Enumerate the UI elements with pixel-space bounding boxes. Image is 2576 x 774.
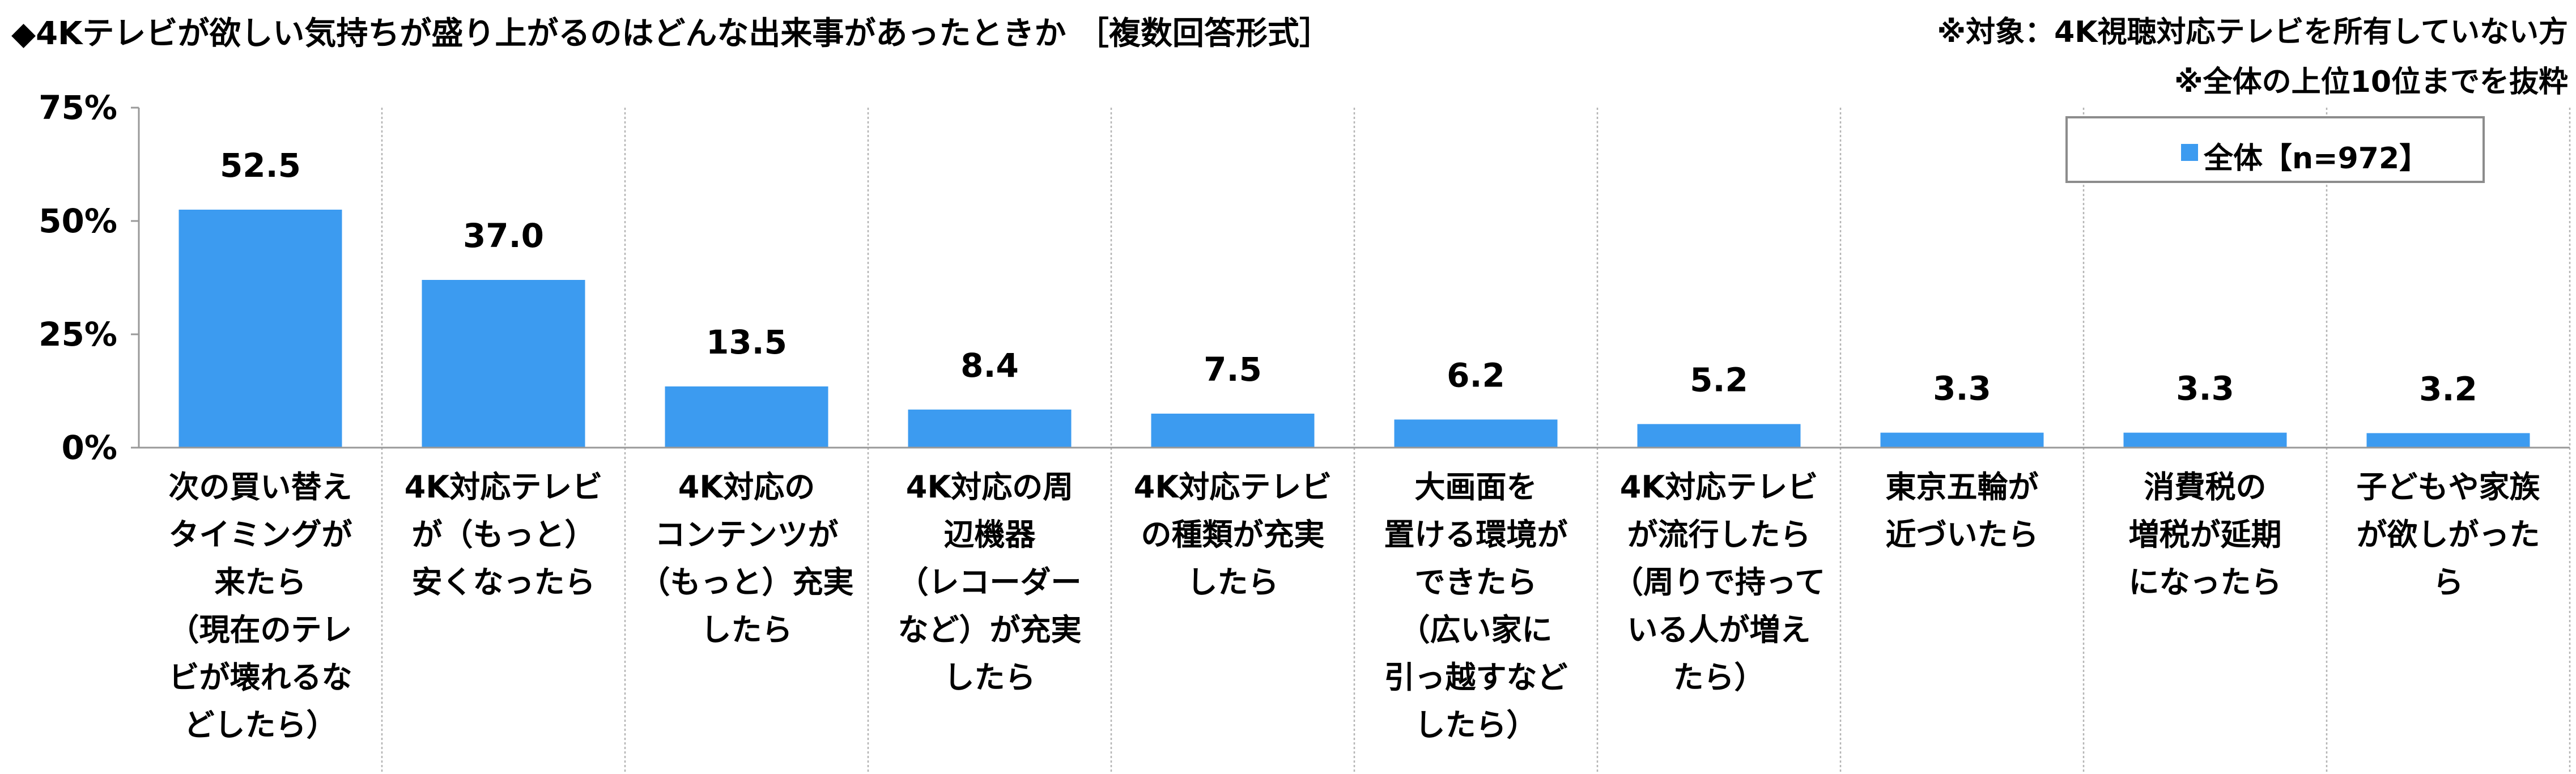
bar [178,210,342,448]
x-tick-label: 次の買い替え タイミングが 来たら （現在のテレ ビが壊れるな どしたら） [168,469,352,743]
bar [1880,432,2044,448]
data-label: 5.2 [1690,360,1748,399]
data-label: 6.2 [1447,356,1505,394]
data-label: 3.3 [1933,369,1991,408]
data-label: 3.3 [2176,369,2234,408]
y-tick-label: 75% [39,88,117,127]
y-tick-label: 0% [62,428,117,467]
excerpt-note: ※全体の上位10位までを抜粋 [2174,65,2568,99]
legend: 全体【n=972】 [2065,116,2485,183]
x-tick-label: 4K対応の コンテンツが （もっと）充実 したら [639,469,854,648]
bar [1151,414,1315,448]
legend-label: 全体【n=972】 [2204,142,2429,176]
chart-title: ◆4Kテレビが欲しい気持ちが盛り上がるのはどんな出来事があったときか ［複数回答… [11,15,1331,52]
y-tick-label: 25% [39,315,117,354]
target-note: ※対象：4K視聴対応テレビを所有していない方 [1937,15,2568,49]
bar [1637,424,1801,448]
x-tick-label: 4K対応テレビ が流行したら （周りで持って いる人が増え たら） [1612,469,1826,695]
data-label: 7.5 [1204,350,1262,389]
data-label: 52.5 [220,146,301,185]
x-tick-label: 子どもや家族 が欲しがった ら [2356,469,2540,600]
bar [1394,419,1558,448]
x-tick-label: 4K対応の周 辺機器 （レコーダー など）が充実 したら [898,469,1082,695]
legend-swatch [2181,144,2198,161]
y-tick-label: 50% [39,202,117,240]
x-tick-label: 東京五輪が 近づいたら [1885,469,2039,552]
bar [908,409,1072,448]
data-label: 3.2 [2419,369,2477,408]
data-label: 8.4 [960,346,1019,385]
bar [422,280,585,448]
x-tick-label: 大画面を 置ける環境が できたら （広い家に 引っ越すなど したら） [1384,469,1568,743]
data-label: 37.0 [463,216,544,255]
x-tick-label: 4K対応テレビ の種類が充実 したら [1133,469,1332,600]
bar [665,386,828,448]
x-tick-label: 消費税の 増税が延期 になったら [2128,469,2282,600]
bar [2123,432,2287,448]
data-label: 13.5 [706,323,787,362]
x-tick-label: 4K対応テレビ が（もっと） 安くなったら [404,469,603,600]
bar [2366,433,2530,448]
